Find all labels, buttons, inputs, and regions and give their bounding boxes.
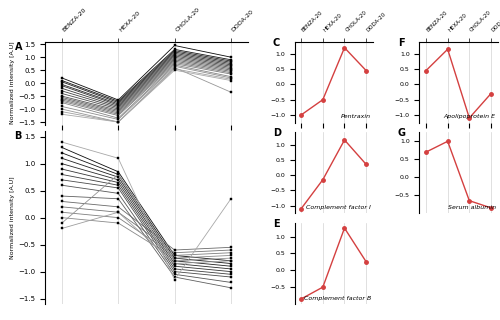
- Text: B: B: [14, 131, 22, 141]
- Text: D: D: [273, 128, 281, 138]
- Text: A: A: [14, 42, 22, 52]
- Text: C: C: [273, 37, 280, 48]
- Text: F: F: [398, 37, 404, 48]
- Text: Apolipoprotein E: Apolipoprotein E: [444, 114, 496, 119]
- Text: Pentraxin: Pentraxin: [341, 114, 371, 119]
- Text: Complement factor B: Complement factor B: [304, 296, 371, 301]
- Text: Serum albumin: Serum albumin: [448, 205, 496, 210]
- Text: Complement factor I: Complement factor I: [306, 205, 371, 210]
- Y-axis label: Normalized intensity [A.U]: Normalized intensity [A.U]: [10, 42, 16, 124]
- Text: E: E: [273, 219, 280, 229]
- Y-axis label: Normalized intensity [A.U]: Normalized intensity [A.U]: [10, 176, 16, 259]
- Text: G: G: [398, 128, 406, 138]
